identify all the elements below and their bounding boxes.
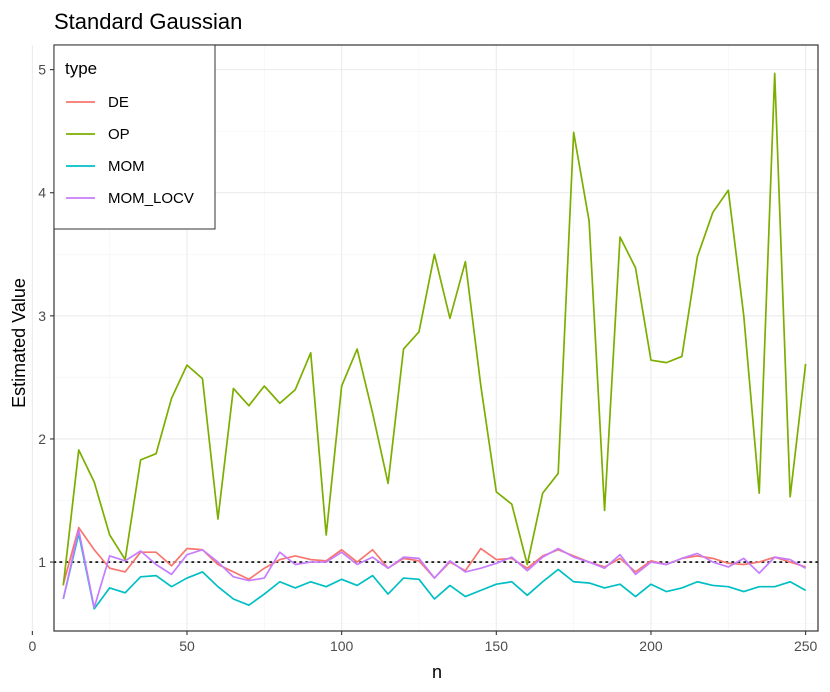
y-tick-label: 2 [38,431,46,447]
legend-title: type [65,59,97,78]
x-axis: 0 50 100 150 200 250 [28,631,818,654]
x-tick-label: 50 [179,638,195,654]
y-axis-title: Estimated Value [9,278,29,408]
series-line-mom-locv [62,529,807,609]
x-tick-label: 250 [794,638,818,654]
x-tick-label: 100 [330,638,354,654]
chart-title: Standard Gaussian [54,9,242,34]
x-tick-label: 200 [639,638,663,654]
y-axis: 1 2 3 4 5 [38,62,54,570]
legend-label-mom: MOM [108,158,145,175]
series-line-mom [62,532,807,610]
y-tick-label: 3 [38,308,46,324]
x-tick-label: 0 [28,638,36,654]
y-tick-label: 1 [38,554,46,570]
x-tick-label: 150 [485,638,509,654]
series-group [62,72,807,610]
legend-label-de: DE [108,94,129,111]
x-axis-title: n [432,662,442,682]
plot-panel-border [53,44,819,632]
legend-items: DE OP MOM MOM_LOCV [66,94,194,207]
legend-label-mom-locv: MOM_LOCV [108,190,194,207]
legend-label-op: OP [108,126,130,143]
series-line-op [62,72,807,586]
y-tick-label: 5 [38,62,46,78]
y-tick-label: 4 [38,185,46,201]
legend: type DE OP MOM MOM_LOCV [53,44,216,230]
series-line-de [62,526,806,585]
